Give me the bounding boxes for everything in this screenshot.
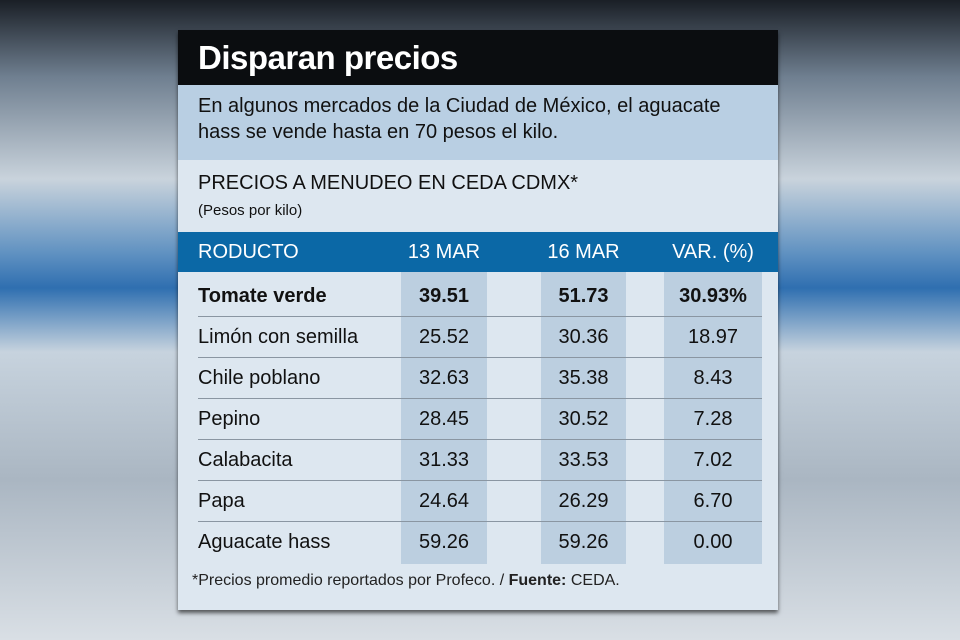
footnote-note: *Precios promedio reportados por Profeco…	[192, 572, 509, 589]
price-13mar: 25.52	[418, 326, 470, 348]
table-row: Limón con semilla 25.52 30.36 18.97	[178, 317, 762, 358]
variation: 18.97	[687, 326, 739, 348]
product-name: Aguacate hass	[198, 531, 331, 553]
source-label: Fuente:	[508, 572, 567, 589]
table-row: Aguacate hass 59.26 59.26 0.00	[178, 522, 762, 563]
price-16mar: 59.26	[558, 531, 609, 553]
column-shade	[664, 272, 762, 564]
price-16mar: 30.52	[558, 408, 609, 430]
row-divider	[198, 398, 762, 399]
row-divider	[198, 480, 762, 481]
row-divider	[198, 521, 762, 522]
variation: 7.02	[693, 449, 733, 471]
units-label: (Pesos por kilo)	[198, 202, 303, 219]
price-16mar: 26.29	[558, 490, 609, 512]
table-header: RODUCTO 13 MAR 16 MAR VAR. (%)	[178, 232, 778, 272]
product-name: Pepino	[198, 408, 261, 430]
price-16mar: 35.38	[558, 367, 609, 389]
table-row: Tomate verde 39.51 51.73 30.93%	[178, 276, 762, 317]
price-13mar: 31.33	[418, 449, 470, 471]
variation: 30.93%	[679, 285, 747, 307]
price-16mar: 51.73	[558, 285, 609, 307]
subtitle: En algunos mercados de la Ciudad de Méxi…	[178, 85, 778, 160]
product-name: Chile poblano	[198, 367, 321, 389]
price-13mar: 24.64	[418, 490, 470, 512]
column-shade	[541, 272, 626, 564]
header-13mar: 13 MAR	[407, 241, 481, 263]
product-name: Calabacita	[198, 449, 293, 471]
product-name: Tomate verde	[198, 285, 327, 307]
header-var: VAR. (%)	[672, 241, 754, 263]
price-16mar: 30.36	[558, 326, 609, 348]
price-13mar: 39.51	[418, 285, 470, 307]
variation: 7.28	[693, 408, 733, 430]
variation: 8.43	[693, 367, 733, 389]
product-name: Papa	[198, 490, 245, 512]
column-shade	[401, 272, 487, 564]
variation: 6.70	[693, 490, 733, 512]
row-divider	[198, 439, 762, 440]
table-row: Papa 24.64 26.29 6.70	[178, 481, 762, 522]
variation: 0.00	[693, 531, 733, 553]
price-13mar: 32.63	[418, 367, 470, 389]
header-16mar: 16 MAR	[547, 241, 620, 263]
product-name: Limón con semilla	[198, 326, 359, 348]
table-row: Pepino 28.45 30.52 7.28	[178, 399, 762, 440]
footnote: *Precios promedio reportados por Profeco…	[192, 572, 620, 590]
title: Disparan precios	[178, 30, 778, 85]
price-13mar: 59.26	[418, 531, 470, 553]
row-divider	[198, 357, 762, 358]
price-13mar: 28.45	[418, 408, 470, 430]
infographic-panel: Disparan precios En algunos mercados de …	[178, 30, 778, 610]
row-divider	[198, 316, 762, 317]
source: CEDA.	[566, 572, 620, 589]
price-16mar: 33.53	[558, 449, 609, 471]
table-row: Chile poblano 32.63 35.38 8.43	[178, 358, 762, 399]
section-title: PRECIOS A MENUDEO EN CEDA CDMX*	[198, 172, 579, 194]
table-row: Calabacita 31.33 33.53 7.02	[178, 440, 762, 481]
header-product: RODUCTO	[198, 241, 299, 263]
